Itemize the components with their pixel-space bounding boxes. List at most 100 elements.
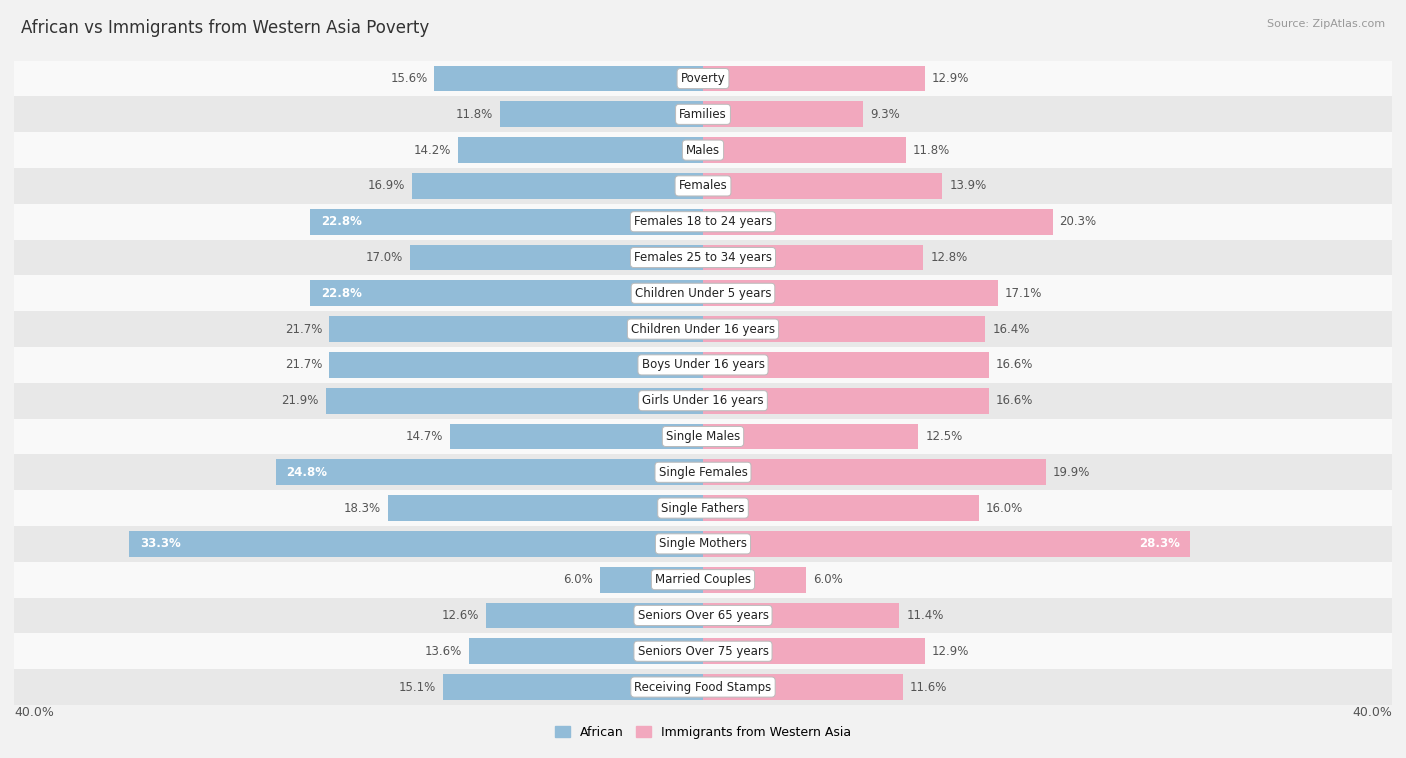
Bar [703, 137, 907, 163]
Bar [412, 173, 703, 199]
Bar [14, 634, 1392, 669]
Text: Poverty: Poverty [681, 72, 725, 85]
Text: 17.1%: 17.1% [1004, 287, 1042, 300]
Text: 22.8%: 22.8% [321, 215, 361, 228]
Text: 15.6%: 15.6% [391, 72, 427, 85]
Bar [703, 352, 988, 377]
Bar [434, 66, 703, 92]
Bar [14, 132, 1392, 168]
Text: 21.7%: 21.7% [285, 323, 322, 336]
Text: 18.3%: 18.3% [344, 502, 381, 515]
Text: 21.7%: 21.7% [285, 359, 322, 371]
Bar [703, 531, 1191, 556]
Bar [14, 204, 1392, 240]
Bar [14, 240, 1392, 275]
Bar [388, 495, 703, 521]
Text: 16.4%: 16.4% [993, 323, 1029, 336]
Text: Seniors Over 75 years: Seniors Over 75 years [637, 645, 769, 658]
Bar [14, 526, 1392, 562]
Text: 24.8%: 24.8% [287, 465, 328, 479]
Text: Receiving Food Stamps: Receiving Food Stamps [634, 681, 772, 694]
Text: 12.5%: 12.5% [925, 430, 963, 443]
Legend: African, Immigrants from Western Asia: African, Immigrants from Western Asia [550, 721, 856, 744]
Text: Females 18 to 24 years: Females 18 to 24 years [634, 215, 772, 228]
Text: 16.0%: 16.0% [986, 502, 1022, 515]
Bar [14, 669, 1392, 705]
Text: 12.9%: 12.9% [932, 72, 970, 85]
Text: 11.6%: 11.6% [910, 681, 948, 694]
Text: Single Males: Single Males [666, 430, 740, 443]
Bar [703, 102, 863, 127]
Bar [14, 454, 1392, 490]
Bar [703, 66, 925, 92]
Text: 15.1%: 15.1% [399, 681, 436, 694]
Text: 22.8%: 22.8% [321, 287, 361, 300]
Bar [326, 388, 703, 414]
Text: 6.0%: 6.0% [562, 573, 593, 586]
Text: 21.9%: 21.9% [281, 394, 319, 407]
Bar [14, 61, 1392, 96]
Bar [329, 316, 703, 342]
Bar [703, 388, 988, 414]
Bar [129, 531, 703, 556]
Text: 19.9%: 19.9% [1053, 465, 1090, 479]
Bar [14, 96, 1392, 132]
Bar [276, 459, 703, 485]
Bar [599, 567, 703, 593]
Bar [14, 168, 1392, 204]
Text: 12.9%: 12.9% [932, 645, 970, 658]
Bar [411, 245, 703, 271]
Bar [703, 245, 924, 271]
Bar [703, 173, 942, 199]
Text: Single Females: Single Females [658, 465, 748, 479]
Text: 16.9%: 16.9% [367, 180, 405, 193]
Text: 28.3%: 28.3% [1139, 537, 1180, 550]
Text: 6.0%: 6.0% [813, 573, 844, 586]
Bar [443, 674, 703, 700]
Bar [468, 638, 703, 664]
Text: Females: Females [679, 180, 727, 193]
Text: 11.4%: 11.4% [907, 609, 943, 622]
Bar [703, 459, 1046, 485]
Text: Boys Under 16 years: Boys Under 16 years [641, 359, 765, 371]
Bar [311, 280, 703, 306]
Text: 40.0%: 40.0% [1353, 706, 1392, 719]
Bar [450, 424, 703, 449]
Text: 17.0%: 17.0% [366, 251, 404, 264]
Bar [703, 208, 1053, 235]
Text: 11.8%: 11.8% [912, 143, 950, 157]
Bar [311, 208, 703, 235]
Text: 16.6%: 16.6% [995, 359, 1033, 371]
Bar [703, 280, 997, 306]
Text: 14.7%: 14.7% [405, 430, 443, 443]
Bar [14, 562, 1392, 597]
Text: Girls Under 16 years: Girls Under 16 years [643, 394, 763, 407]
Bar [14, 383, 1392, 418]
Bar [486, 603, 703, 628]
Text: 40.0%: 40.0% [14, 706, 53, 719]
Text: Seniors Over 65 years: Seniors Over 65 years [637, 609, 769, 622]
Text: 16.6%: 16.6% [995, 394, 1033, 407]
Bar [703, 316, 986, 342]
Bar [14, 347, 1392, 383]
Text: 14.2%: 14.2% [415, 143, 451, 157]
Bar [14, 490, 1392, 526]
Bar [14, 597, 1392, 634]
Text: 13.9%: 13.9% [949, 180, 987, 193]
Bar [14, 312, 1392, 347]
Bar [703, 424, 918, 449]
Bar [499, 102, 703, 127]
Bar [14, 275, 1392, 312]
Bar [703, 495, 979, 521]
Text: African vs Immigrants from Western Asia Poverty: African vs Immigrants from Western Asia … [21, 19, 429, 37]
Text: 12.8%: 12.8% [931, 251, 967, 264]
Bar [329, 352, 703, 377]
Bar [703, 567, 807, 593]
Text: 9.3%: 9.3% [870, 108, 900, 121]
Text: Source: ZipAtlas.com: Source: ZipAtlas.com [1267, 19, 1385, 29]
Text: Males: Males [686, 143, 720, 157]
Bar [703, 638, 925, 664]
Text: Single Mothers: Single Mothers [659, 537, 747, 550]
Text: Children Under 16 years: Children Under 16 years [631, 323, 775, 336]
Text: 20.3%: 20.3% [1060, 215, 1097, 228]
